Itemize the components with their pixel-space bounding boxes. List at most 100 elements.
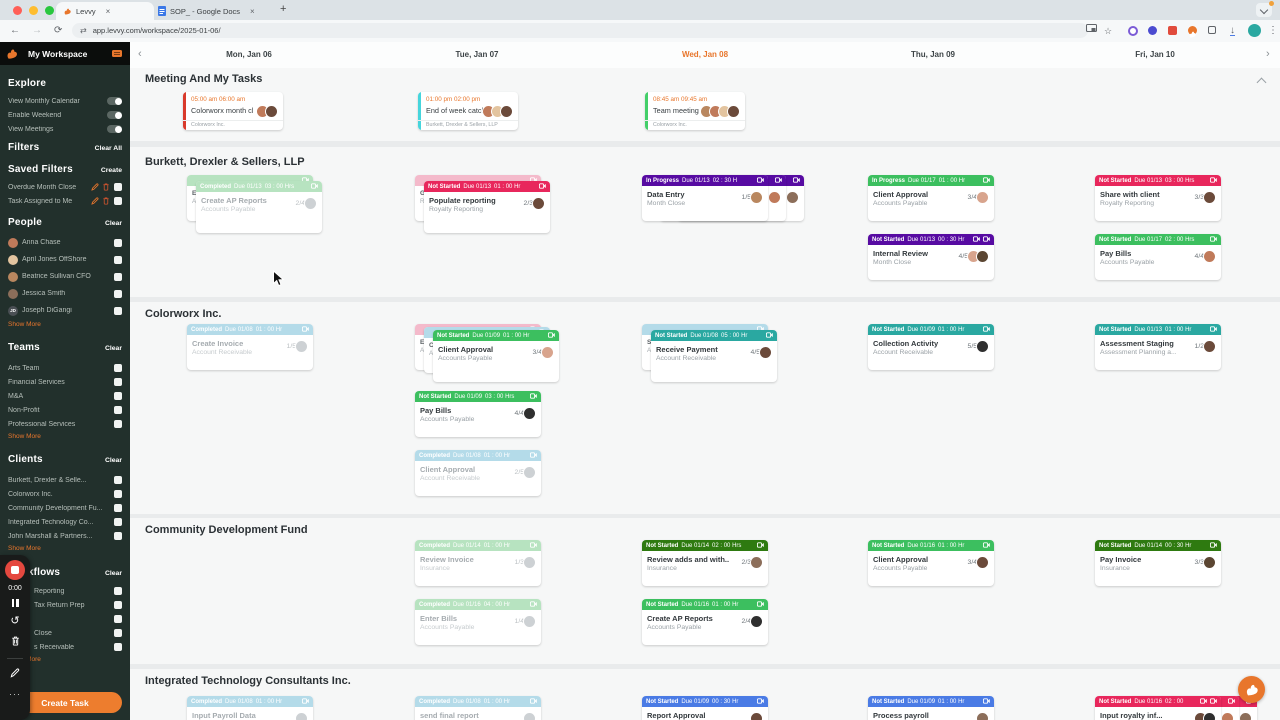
- task-card[interactable]: In Progress Due 01/17 01 : 00 Hr Client App…: [868, 175, 994, 221]
- camera-icon[interactable]: [1227, 697, 1235, 706]
- task-card[interactable]: Completed Due 01/08 01 : 00 Hr Create Invoi…: [187, 324, 313, 370]
- task-card[interactable]: Completed Due 01/08 01 : 00 Hr send final r…: [415, 696, 541, 720]
- camera-icon[interactable]: [301, 325, 309, 334]
- saved-filters-create[interactable]: Create: [100, 167, 122, 174]
- toggle-switch[interactable]: [107, 97, 122, 105]
- client-checkbox[interactable]: [114, 532, 122, 540]
- extensions-puzzle-icon[interactable]: [1208, 26, 1216, 34]
- toggle-switch[interactable]: [107, 111, 122, 119]
- edit-pencil-icon[interactable]: [91, 197, 99, 205]
- people-show-more[interactable]: Show More: [8, 321, 41, 328]
- delete-recording-icon[interactable]: [11, 636, 20, 649]
- camera-icon[interactable]: [1209, 176, 1217, 185]
- browser-tab-google-docs[interactable]: SOP_ - Google Docs ×: [150, 2, 276, 20]
- client-checkbox[interactable]: [114, 490, 122, 498]
- camera-icon[interactable]: [529, 541, 537, 550]
- camera-icon[interactable]: [529, 392, 537, 401]
- workflow-checkbox[interactable]: [114, 587, 122, 595]
- camera-icon[interactable]: [529, 600, 537, 609]
- profile-avatar[interactable]: [1248, 24, 1261, 37]
- kebab-menu-icon[interactable]: ⋮: [1268, 25, 1278, 36]
- team-checkbox[interactable]: [114, 378, 122, 386]
- day-label[interactable]: Thu, Jan 09: [910, 50, 955, 59]
- create-task-button[interactable]: Create Task: [8, 692, 122, 713]
- saved-filter-checkbox[interactable]: [114, 197, 122, 205]
- window-zoom-button[interactable]: [45, 6, 54, 15]
- task-card[interactable]: Not Started Due 01/09 03 : 00 Hrs Pay Bills…: [415, 391, 541, 437]
- task-card[interactable]: Not Started Due 01/09 01 : 00 Hr Process pa…: [868, 696, 994, 720]
- delete-trash-icon[interactable]: [102, 183, 110, 191]
- person-checkbox[interactable]: [114, 306, 122, 315]
- tab-close-icon[interactable]: ×: [105, 6, 111, 16]
- clients-show-more[interactable]: Show More: [8, 545, 41, 552]
- camera-icon[interactable]: [547, 331, 555, 340]
- person-checkbox[interactable]: [114, 272, 122, 281]
- extension-icon-1[interactable]: [1128, 26, 1138, 36]
- share-screen-icon[interactable]: [1086, 24, 1097, 38]
- back-button[interactable]: ←: [10, 25, 20, 36]
- task-card[interactable]: Not Started Due 01/09 00 : 30 Hr Report App…: [642, 696, 768, 720]
- person-checkbox[interactable]: [114, 238, 122, 247]
- camera-icon[interactable]: [982, 176, 990, 185]
- edit-pencil-icon[interactable]: [91, 183, 99, 191]
- task-card[interactable]: Not Started Due 01/16 01 : 00 Hr Client App…: [868, 540, 994, 586]
- window-minimize-button[interactable]: [29, 6, 38, 15]
- task-card[interactable]: Completed Due 01/08 01 : 00 Hr Client Appro…: [415, 450, 541, 496]
- restart-recording-icon[interactable]: ↺: [10, 615, 20, 627]
- task-card[interactable]: Not Started Due 01/08 05 : 00 Hr Receive Pa…: [651, 330, 777, 382]
- meeting-card[interactable]: 05:00 am 06:00 am Colorworx month clos...…: [183, 92, 283, 130]
- day-label[interactable]: Fri, Jan 10: [1135, 50, 1175, 59]
- task-card[interactable]: Not Started Due 01/16 02 : 00 Input royalty…: [1095, 696, 1221, 720]
- person-checkbox[interactable]: [114, 289, 122, 298]
- recorder-more-options[interactable]: ···: [9, 689, 21, 699]
- camera-icon[interactable]: [982, 541, 990, 550]
- window-close-button[interactable]: [13, 6, 22, 15]
- camera-icon[interactable]: [1209, 697, 1217, 706]
- meeting-card[interactable]: 08:45 am 09:45 am Team meeting Colorworx I…: [645, 92, 745, 130]
- camera-icon[interactable]: [982, 235, 990, 244]
- camera-icon[interactable]: [982, 325, 990, 334]
- downloads-icon[interactable]: ↓: [1230, 25, 1235, 36]
- client-checkbox[interactable]: [114, 518, 122, 526]
- forward-button[interactable]: →: [32, 25, 42, 36]
- saved-filter-checkbox[interactable]: [114, 183, 122, 191]
- workflow-checkbox[interactable]: [114, 601, 122, 609]
- extension-icon-3[interactable]: [1168, 26, 1177, 35]
- new-tab-button[interactable]: +: [280, 3, 287, 15]
- browser-tab-levvy[interactable]: Levvy ×: [56, 2, 154, 20]
- meeting-card[interactable]: 01:00 pm 02:00 pm End of week catch ... Bu…: [418, 92, 518, 130]
- task-card[interactable]: Not Started Due 01/09 01 : 00 Hr Collection…: [868, 324, 994, 370]
- camera-icon[interactable]: [982, 697, 990, 706]
- camera-icon[interactable]: [756, 541, 764, 550]
- workflow-checkbox[interactable]: [114, 615, 122, 623]
- task-card[interactable]: Not Started Due 01/17 02 : 00 Hrs Pay Bills…: [1095, 234, 1221, 280]
- camera-icon[interactable]: [774, 176, 782, 185]
- task-card[interactable]: Not Started Due 01/13 01 : 00 Hr Populate r…: [424, 181, 550, 233]
- camera-icon[interactable]: [756, 176, 764, 185]
- camera-icon[interactable]: [529, 697, 537, 706]
- camera-icon[interactable]: [1209, 235, 1217, 244]
- previous-week-chevron[interactable]: ‹: [138, 48, 142, 60]
- levvy-logo[interactable]: [0, 42, 24, 65]
- task-card[interactable]: Not Started Due 01/13 01 : 00 Hr Assessment…: [1095, 324, 1221, 370]
- extension-icon-levvy[interactable]: [1188, 26, 1197, 38]
- task-card[interactable]: Completed Due 01/13 03 : 00 Hrs Create AP R…: [196, 181, 322, 233]
- reload-button[interactable]: ⟳: [54, 25, 63, 36]
- task-card[interactable]: In Progress Due 01/13 02 : 30 H Data Entry M…: [642, 175, 768, 221]
- levvy-chat-fab[interactable]: [1238, 676, 1265, 703]
- delete-trash-icon[interactable]: [102, 197, 110, 205]
- stop-recording-button[interactable]: [5, 560, 25, 580]
- workflows-clear[interactable]: Clear: [104, 570, 122, 577]
- camera-icon[interactable]: [1209, 541, 1217, 550]
- workspace-menu-icon[interactable]: [112, 50, 122, 57]
- day-label[interactable]: Wed, Jan 08: [681, 50, 729, 59]
- pause-recording-button[interactable]: [11, 599, 19, 607]
- team-checkbox[interactable]: [114, 420, 122, 428]
- task-card[interactable]: Not Started Due 01/13 03 : 00 Hrs Share wit…: [1095, 175, 1221, 221]
- teams-clear[interactable]: Clear: [104, 345, 122, 352]
- draw-pencil-icon[interactable]: [10, 668, 20, 681]
- client-checkbox[interactable]: [114, 504, 122, 512]
- team-checkbox[interactable]: [114, 406, 122, 414]
- camera-icon[interactable]: [1199, 697, 1207, 706]
- site-settings-icon[interactable]: ⇄: [80, 26, 87, 35]
